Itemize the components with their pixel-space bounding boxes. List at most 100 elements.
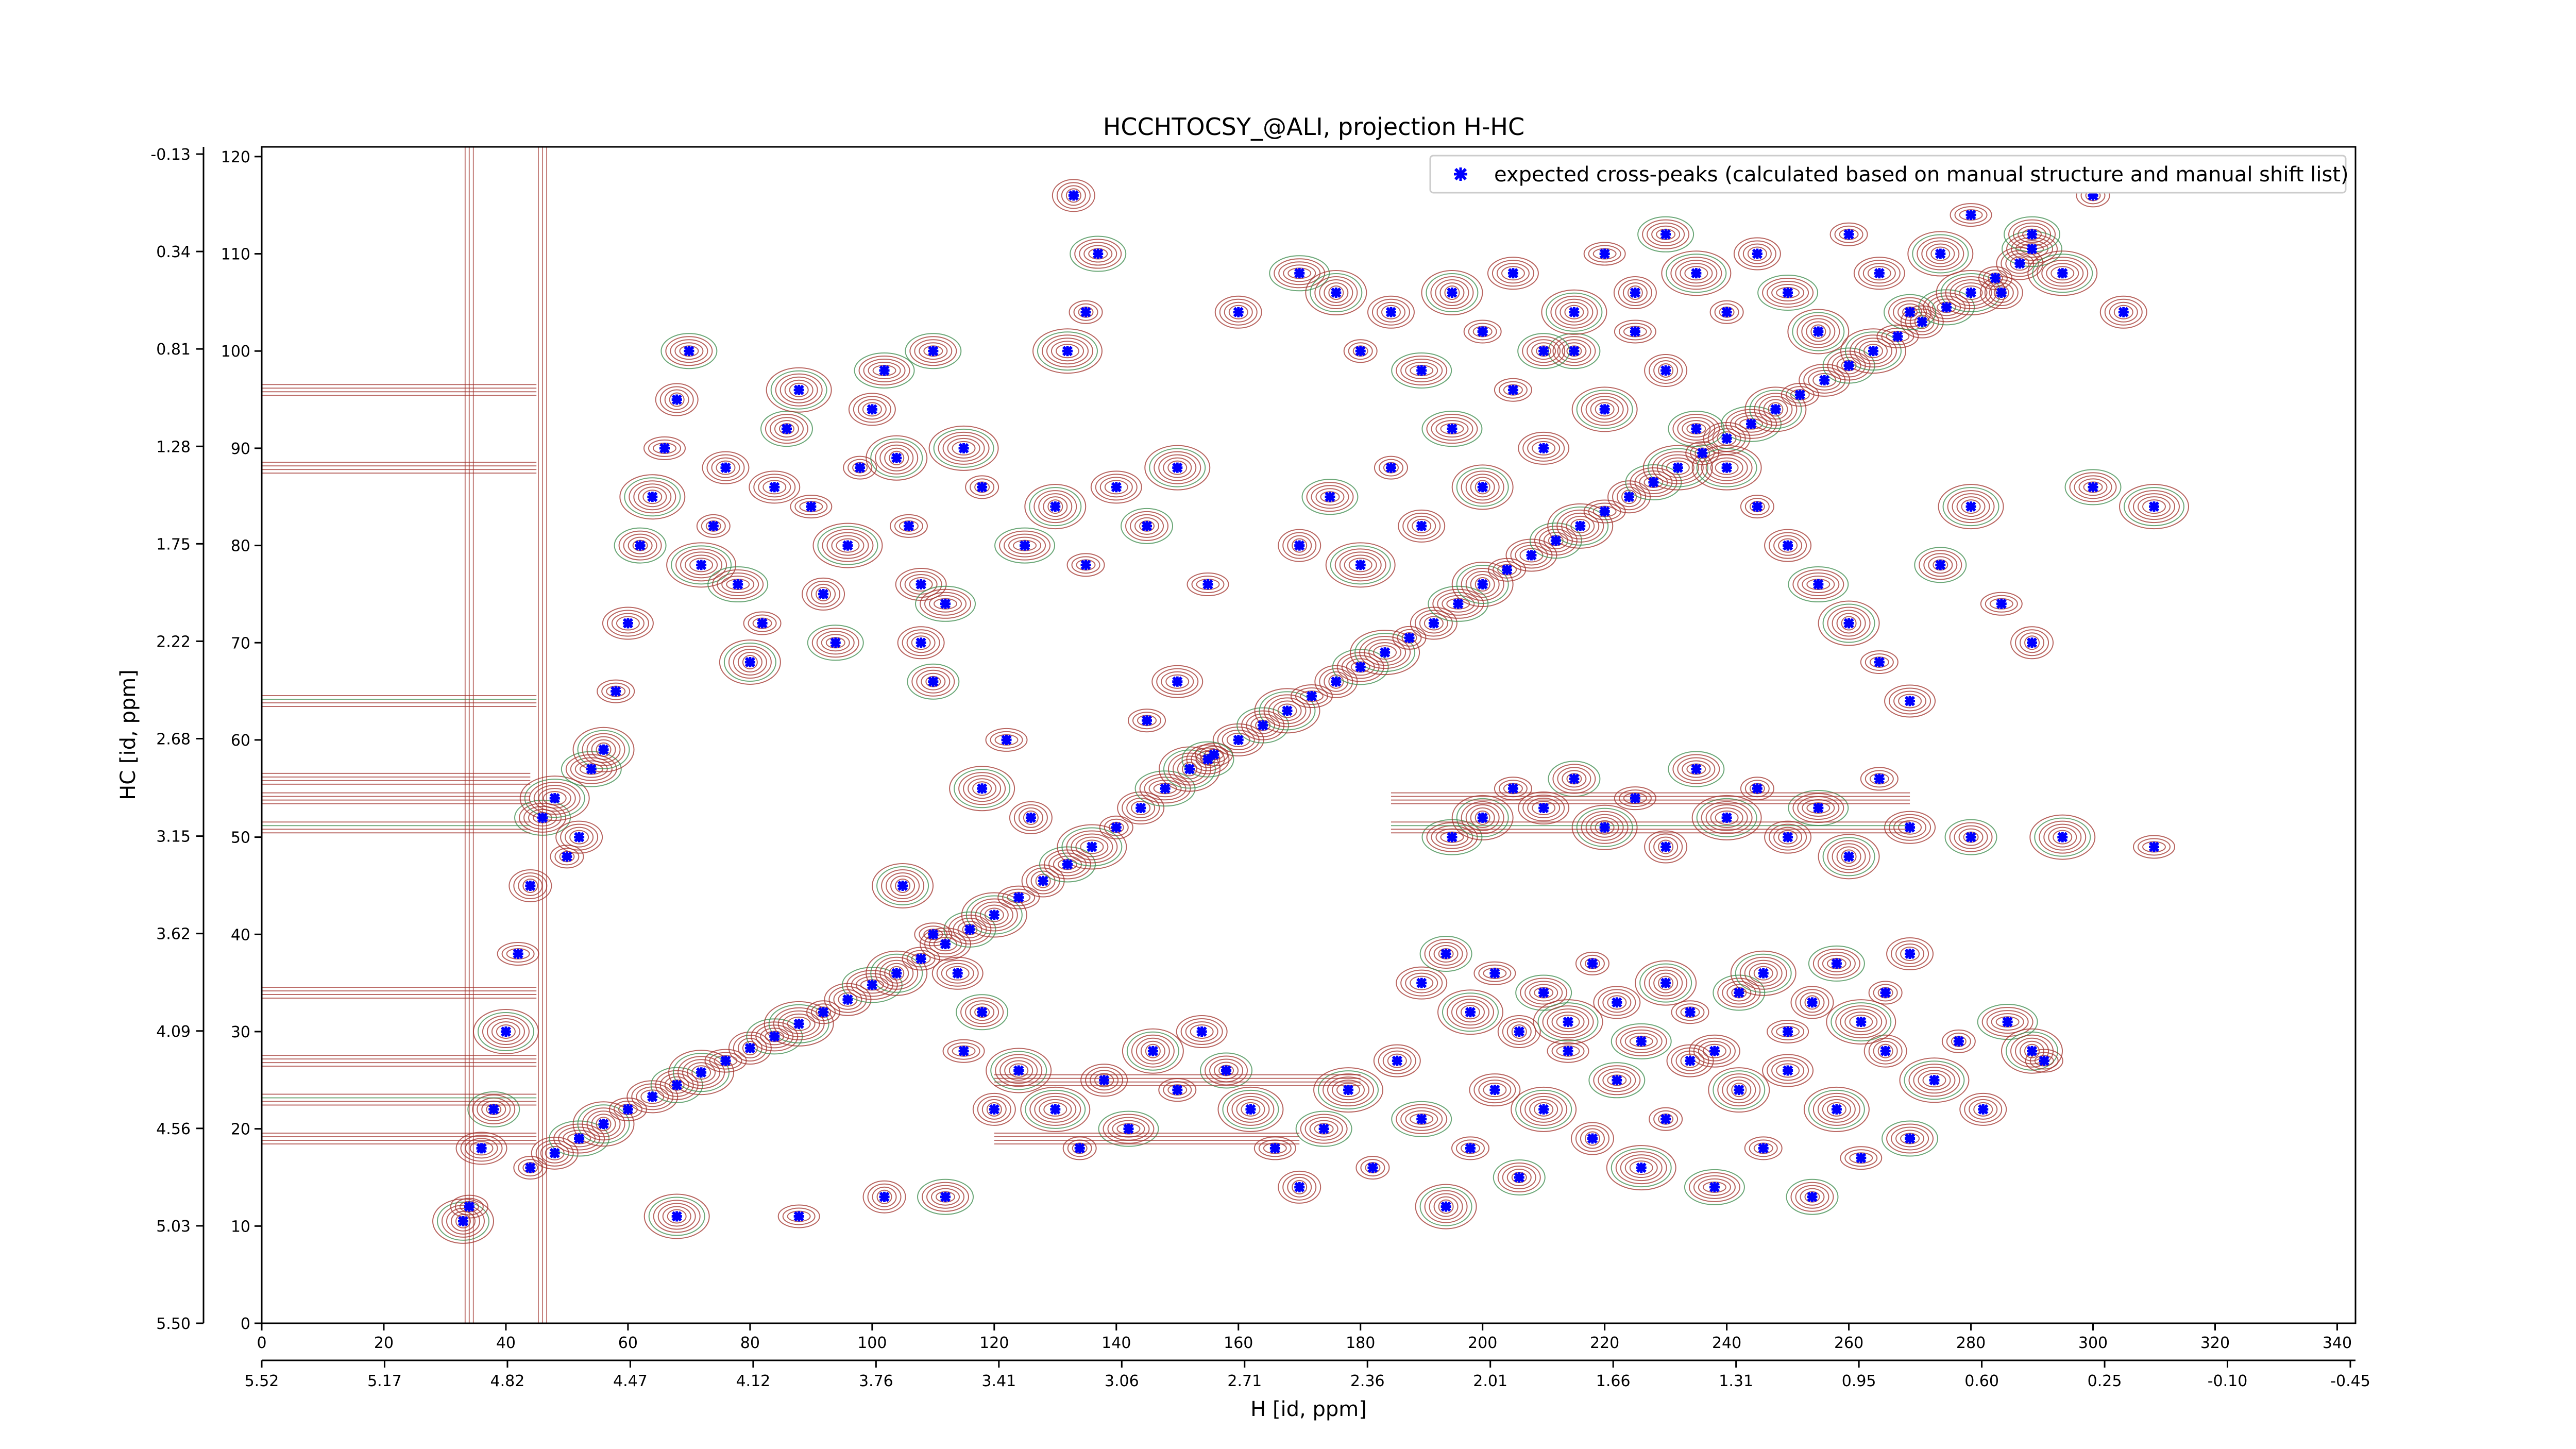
- contour-ring: [1954, 206, 1988, 224]
- contour-ring: [1550, 295, 1598, 329]
- contour-ring: [1959, 285, 1983, 300]
- contour-ring: [1433, 945, 1459, 963]
- contour-ring: [1414, 610, 1453, 637]
- contour-ring: [1630, 467, 1677, 497]
- contour-ring: [529, 782, 581, 815]
- contour-ring: [1041, 334, 1093, 368]
- contour-ring: [1130, 514, 1164, 538]
- contour-ring: [1442, 595, 1475, 613]
- contour-ring: [1522, 434, 1565, 462]
- contour-ring: [1547, 503, 1614, 549]
- peak-marker: [1294, 268, 1305, 279]
- contour-ring: [1941, 1029, 1976, 1053]
- contour-ring: [872, 1186, 897, 1207]
- contour-ring: [1532, 441, 1556, 456]
- contour-ring: [2020, 1040, 2045, 1062]
- contour-ring: [1325, 542, 1396, 588]
- contour-ring: [1277, 703, 1297, 718]
- contour-ring: [1810, 324, 1826, 339]
- peak-marker: [1697, 448, 1708, 459]
- contour-ring: [1868, 981, 1903, 1005]
- peak-marker: [1202, 754, 1213, 765]
- contour-ring: [1893, 300, 1927, 324]
- contour-ring: [1795, 1185, 1829, 1209]
- peak-marker: [696, 1067, 707, 1078]
- contour-ring: [2027, 250, 2098, 296]
- contour-ring: [1849, 334, 1897, 368]
- peak-marker: [1416, 978, 1427, 988]
- contour-ring: [1606, 1145, 1676, 1191]
- contour-ring: [436, 1201, 489, 1241]
- contour-ring: [1263, 694, 1311, 728]
- contour-ring: [1801, 318, 1836, 345]
- contour-ring: [1946, 1032, 1971, 1050]
- contour-ring: [2032, 254, 2093, 293]
- contour-ring: [1778, 830, 1798, 845]
- contour-ring: [1575, 951, 1609, 975]
- x-ppm-tick-label: 5.52: [245, 1372, 279, 1390]
- contour-ring: [1675, 1050, 1705, 1071]
- contour-ring: [970, 478, 995, 496]
- contour-ring: [2133, 835, 2176, 859]
- peak-marker: [1758, 1143, 1769, 1154]
- contour-ring: [909, 336, 957, 366]
- peak-marker: [1269, 1143, 1280, 1154]
- peak-marker: [1794, 390, 1805, 400]
- contour-ring: [665, 336, 713, 366]
- contour-ring: [1620, 1029, 1663, 1053]
- contour-ring: [1083, 245, 1113, 263]
- peak-marker: [671, 1211, 682, 1222]
- contour-ring: [1177, 759, 1202, 780]
- contour-ring: [706, 454, 745, 481]
- contour-ring: [1721, 406, 1782, 442]
- peak-marker: [1782, 1026, 1793, 1037]
- contour-ring: [2024, 635, 2040, 650]
- contour-ring: [1710, 807, 1743, 828]
- peak-marker: [1672, 462, 1683, 473]
- contour-ring: [1656, 454, 1699, 481]
- contour-ring: [936, 959, 979, 987]
- contour-ring: [995, 1054, 1043, 1087]
- x-index-tick-label: 160: [1224, 1334, 1253, 1352]
- peak-marker: [586, 764, 597, 774]
- contour-ring: [1722, 1076, 1756, 1104]
- peak-marker: [1758, 968, 1769, 979]
- contour-ring: [870, 438, 923, 478]
- contour-ring: [1981, 1007, 2033, 1037]
- peak-marker: [1990, 273, 2001, 283]
- peak-marker: [1734, 987, 1744, 998]
- contour-ring: [1463, 319, 1502, 344]
- contour-ring: [2034, 817, 2091, 857]
- contour-ring: [1615, 1026, 1667, 1056]
- contour-ring: [782, 1013, 816, 1034]
- contour-ring: [1693, 1175, 1736, 1199]
- contour-ring: [1315, 488, 1345, 506]
- peak-marker: [1569, 307, 1580, 317]
- contour-ring: [921, 672, 946, 690]
- contour-ring: [816, 586, 832, 601]
- contour-ring: [668, 1050, 735, 1096]
- peak-marker: [1813, 326, 1824, 337]
- contour-ring: [1214, 295, 1262, 329]
- contour-ring: [1627, 285, 1643, 300]
- contour-ring: [1705, 804, 1748, 831]
- contour-ring: [1682, 760, 1711, 778]
- peak-marker: [1874, 656, 1885, 668]
- contour-ring: [1624, 1157, 1658, 1178]
- contour-ring: [1295, 1110, 1352, 1147]
- contour-ring: [1584, 1131, 1600, 1146]
- contour-ring: [1895, 1130, 1925, 1148]
- peak-marker: [940, 1191, 951, 1202]
- peak-marker: [1819, 375, 1830, 385]
- peak-marker: [457, 1216, 469, 1227]
- contour-ring: [2029, 1052, 2059, 1070]
- x-ppm-tick-label: 0.60: [1964, 1372, 1999, 1390]
- x-index-tick-label: 200: [1468, 1334, 1497, 1352]
- contour-ring: [831, 535, 865, 556]
- peak-marker: [1965, 287, 1976, 298]
- x-ppm-tick-label: -0.45: [2330, 1372, 2370, 1390]
- contour-ring: [972, 1092, 1016, 1126]
- contour-ring: [1522, 795, 1565, 822]
- contour-ring: [811, 1003, 836, 1021]
- contour-ring: [1456, 467, 1509, 507]
